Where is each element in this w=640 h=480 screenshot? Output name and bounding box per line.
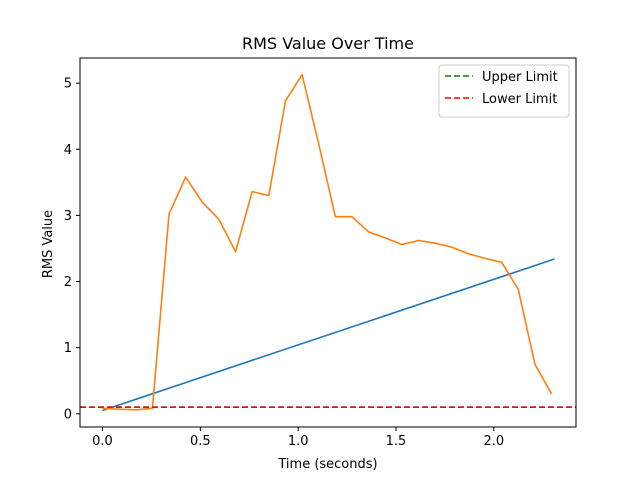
legend-label-lower-limit: Lower Limit [482,92,557,107]
x-tick-label: 0.0 [92,434,113,449]
y-tick-label: 2 [64,275,72,290]
x-tick-label: 1.0 [288,434,309,449]
y-axis-label: RMS Value [41,210,56,278]
plot-area: 0.0 0.5 1.0 1.5 2.0 0 1 2 3 4 5 [64,57,577,449]
y-tick-label: 5 [64,77,72,92]
legend: Upper Limit Lower Limit [438,64,570,118]
y-tick-label: 0 [64,407,72,422]
x-tick-label: 1.5 [386,434,407,449]
y-tick-label: 3 [64,209,72,224]
legend-label-upper-limit: Upper Limit [482,70,558,85]
legend-box [438,64,570,118]
x-axis-label: Time (seconds) [277,457,377,472]
y-tick-label: 4 [64,143,72,158]
series-group [80,73,576,412]
series-1-line [102,258,555,412]
x-tick-label: 2.0 [483,434,504,449]
chart-title: RMS Value Over Time [242,34,414,53]
axes-frame [79,57,577,428]
series-2-line [102,73,553,411]
y-tick-label: 1 [64,341,72,356]
x-tick-label: 0.5 [190,434,211,449]
